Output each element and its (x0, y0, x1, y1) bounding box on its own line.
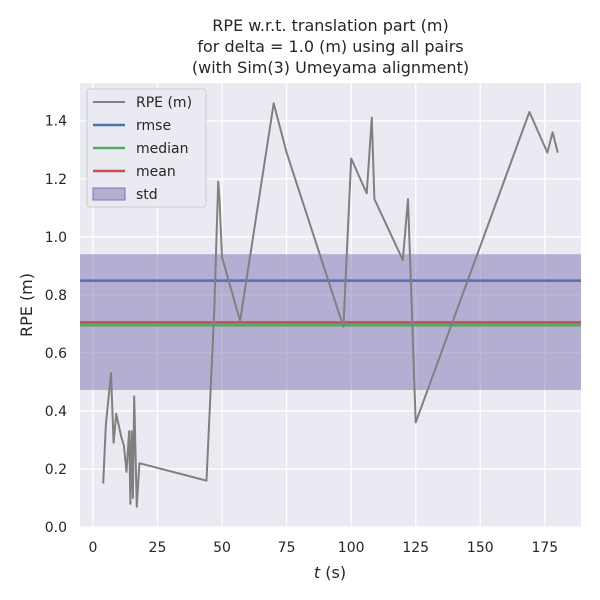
title-line-3: (with Sim(3) Umeyama alignment) (192, 58, 469, 77)
y-tick-label: 0.8 (45, 288, 67, 304)
x-tick-label: 150 (467, 540, 494, 556)
x-axis-label-unit: (s) (320, 563, 346, 582)
x-tick-label: 50 (213, 540, 231, 556)
y-axis-label: RPE (m) (17, 273, 36, 337)
title-line-1: RPE w.r.t. translation part (m) (212, 16, 448, 35)
y-tick-label: 1.2 (45, 172, 67, 188)
legend-label: RPE (m) (136, 95, 192, 111)
legend: RPE (m) rmse median mean std (86, 88, 207, 208)
rpe-series-line (102, 102, 559, 508)
chart-title: RPE w.r.t. translation part (m) for delt… (192, 16, 469, 77)
x-tick-label: 100 (338, 540, 365, 556)
legend-label: std (136, 187, 158, 203)
legend-swatch (92, 187, 126, 201)
stat-lines-layer (80, 279, 581, 327)
x-tick-label: 175 (531, 540, 558, 556)
y-tick-label: 0.6 (45, 346, 67, 362)
y-tick-label: 0.4 (45, 404, 67, 420)
y-tick-label: 0.0 (45, 520, 67, 536)
x-axis-label: t (s) (314, 563, 346, 582)
legend-label: rmse (136, 118, 171, 134)
series-layer (102, 102, 559, 508)
legend-frame (86, 88, 207, 208)
y-tick-label: 1.0 (45, 230, 67, 246)
x-tick-label: 75 (278, 540, 296, 556)
x-tick-label: 25 (149, 540, 167, 556)
x-tick-label: 125 (402, 540, 429, 556)
legend-label: mean (136, 164, 176, 180)
legend-items: RPE (m) rmse median mean std (92, 95, 192, 203)
legend-label: median (136, 141, 188, 157)
y-tick-label: 1.4 (45, 114, 67, 130)
x-tick-label: 0 (88, 540, 97, 556)
grid (80, 83, 581, 528)
tick-labels: 0 25 50 75 100 125 150 175 0.0 0.2 0.4 0.6 0.8 1.0 1.2… (45, 114, 558, 556)
x-axis-label-var: t (314, 563, 321, 582)
y-tick-label: 0.2 (45, 462, 67, 478)
title-line-2: for delta = 1.0 (m) using all pairs (197, 37, 463, 56)
